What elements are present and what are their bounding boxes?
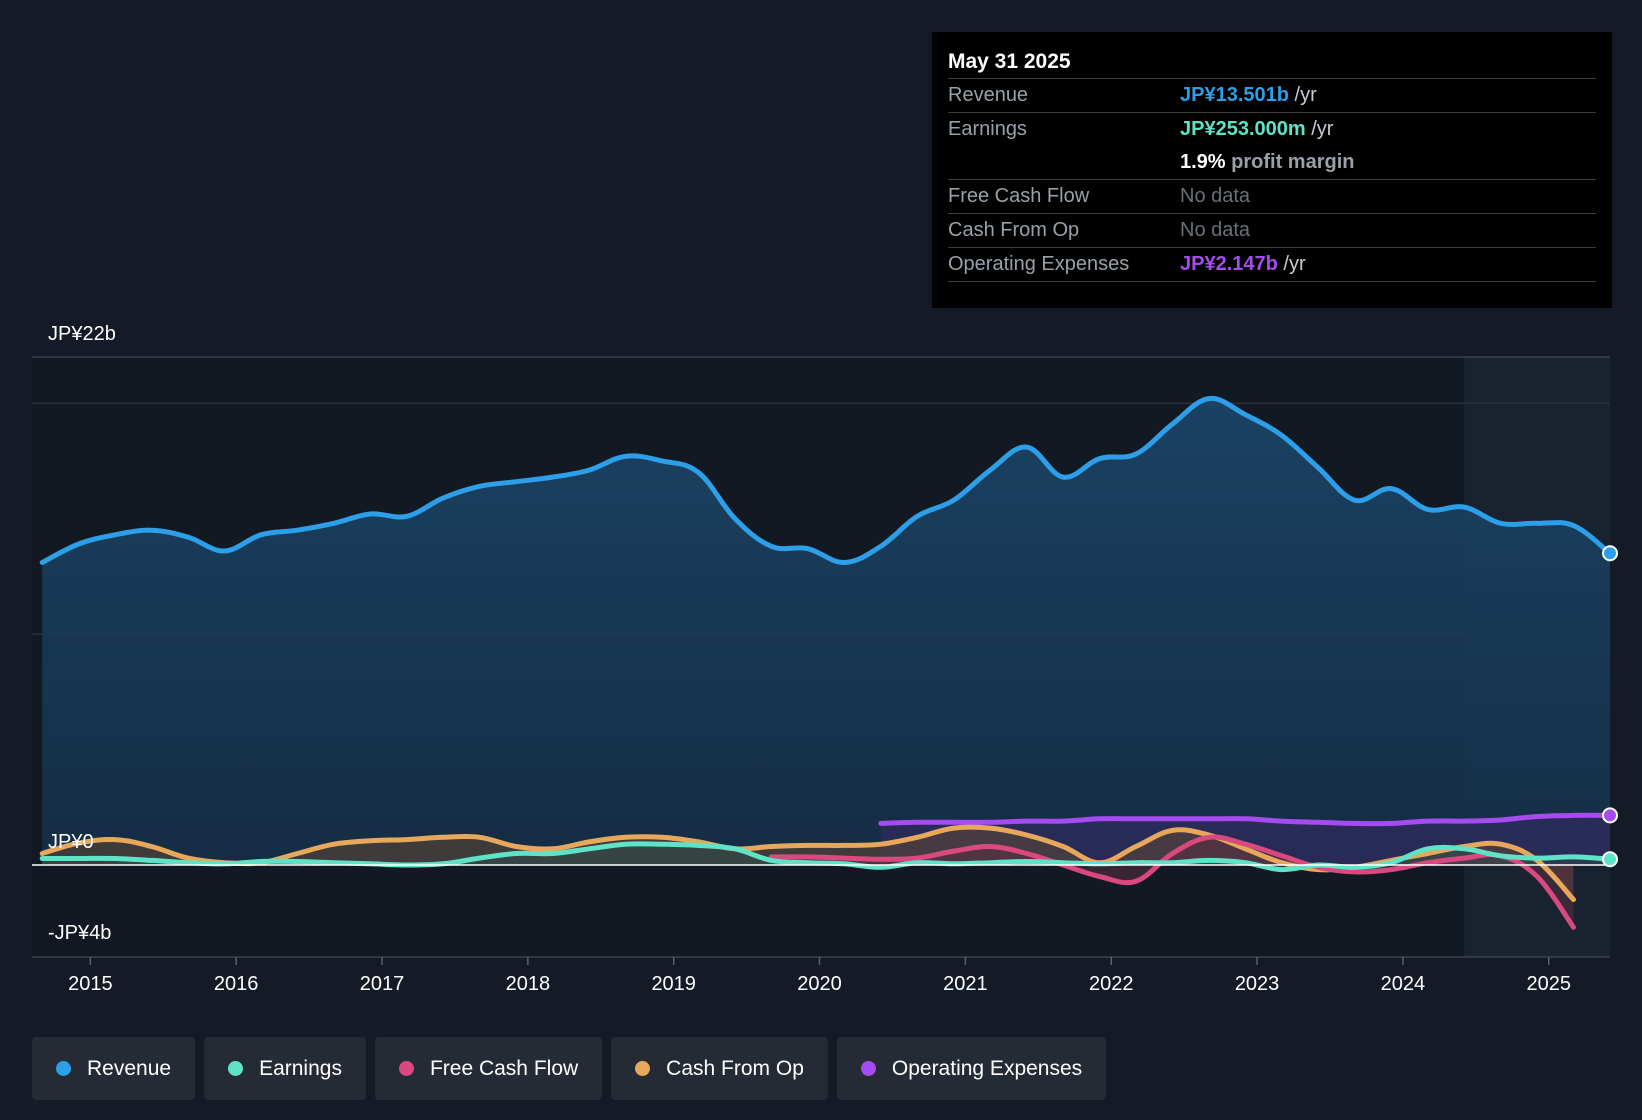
tooltip-value-revenue: JP¥13.501b /yr: [1180, 79, 1596, 112]
fcf-value: No data: [1180, 185, 1251, 207]
earnings-line: [39, 841, 1613, 873]
cfo-value: No data: [1180, 219, 1251, 241]
legend: Revenue Earnings Free Cash Flow Cash Fro…: [32, 1037, 1107, 1100]
revenue-dot-icon: [56, 1061, 71, 1076]
tooltip-row-fcf: Free Cash Flow No data: [948, 180, 1596, 214]
earnings-area: [42, 843, 1611, 870]
fcf-line: [768, 834, 1576, 930]
revenue-unit: /yr: [1294, 84, 1317, 106]
y-bottom-label: -JP¥4b: [48, 922, 111, 944]
margin-unit: profit margin: [1231, 151, 1355, 173]
x-tick-label-2016: 2016: [214, 973, 259, 995]
margin-value: 1.9%: [1180, 151, 1226, 173]
tooltip-row-cfo: Cash From Op No data: [948, 214, 1596, 248]
tooltip-label-earnings: Earnings: [948, 118, 1027, 140]
tooltip-row-margin: 1.9% profit margin: [948, 146, 1596, 180]
legend-item-revenue[interactable]: Revenue: [32, 1037, 196, 1100]
revenue-endpoint: [1602, 545, 1618, 562]
fcf-dot-icon: [398, 1061, 414, 1076]
x-tick-label-2015: 2015: [68, 973, 113, 995]
x-tick-label-2018: 2018: [506, 973, 551, 995]
series-endpoints: [1602, 545, 1618, 868]
opex-endpoint: [1602, 807, 1618, 824]
fcf-area: [771, 836, 1574, 928]
x-tick-label-2024: 2024: [1381, 973, 1426, 995]
opex-value: JP¥2.147b: [1180, 253, 1278, 275]
opex-line: [878, 812, 1613, 827]
legend-label-fcf: Free Cash Flow: [429, 1056, 579, 1080]
y-top-label: JP¥22b: [48, 323, 116, 345]
tooltip-value-fcf: No data: [1180, 180, 1596, 213]
revenue-area: [42, 398, 1611, 865]
earnings-unit: /yr: [1311, 118, 1334, 140]
x-tick-label-2017: 2017: [360, 973, 405, 995]
tooltip-value-opex: JP¥2.147b /yr: [1180, 248, 1596, 281]
x-tick-label-2021: 2021: [943, 973, 988, 995]
x-tick-label-2019: 2019: [651, 973, 696, 995]
y-zero-label: JP¥0: [48, 831, 94, 853]
legend-item-earnings[interactable]: Earnings: [204, 1037, 366, 1100]
revenue-line: [39, 396, 1613, 566]
legend-label-earnings: Earnings: [259, 1056, 342, 1080]
legend-item-opex[interactable]: Operating Expenses: [836, 1037, 1107, 1100]
cfo-dot-icon: [635, 1061, 651, 1076]
tooltip-label-fcf: Free Cash Flow: [948, 185, 1090, 207]
tooltip-label-opex: Operating Expenses: [948, 253, 1130, 275]
opex-unit: /yr: [1283, 253, 1306, 275]
legend-item-fcf[interactable]: Free Cash Flow: [374, 1037, 603, 1100]
tooltip-value-cfo: No data: [1180, 214, 1596, 247]
legend-item-cfo[interactable]: Cash From Op: [611, 1037, 828, 1100]
earnings-dot-icon: [228, 1061, 244, 1076]
revenue-value: JP¥13.501b: [1180, 84, 1289, 106]
opex-dot-icon: [860, 1061, 876, 1076]
tooltip-row-revenue: Revenue JP¥13.501b /yr: [948, 79, 1596, 113]
tooltip-panel: May 31 2025 Revenue JP¥13.501b /yr Earni…: [932, 32, 1612, 308]
tooltip-label-revenue: Revenue: [948, 84, 1029, 106]
earnings-value: JP¥253.000m: [1180, 118, 1306, 140]
legend-label-opex: Operating Expenses: [891, 1056, 1083, 1080]
x-tick-label-2023: 2023: [1235, 973, 1280, 995]
legend-label-cfo: Cash From Op: [666, 1056, 804, 1080]
tooltip-label-cfo: Cash From Op: [948, 219, 1080, 241]
tooltip-date: May 31 2025: [948, 46, 1596, 79]
tooltip-value-margin: 1.9% profit margin: [1180, 146, 1596, 179]
tooltip-value-earnings: JP¥253.000m /yr: [1180, 113, 1596, 146]
tooltip-row-earnings: Earnings JP¥253.000m /yr: [948, 113, 1596, 146]
series-lines: [32, 396, 1613, 930]
earnings-endpoint: [1602, 851, 1618, 868]
legend-label-revenue: Revenue: [87, 1056, 172, 1080]
x-tick-label-2022: 2022: [1089, 973, 1134, 995]
x-tick-label-2025: 2025: [1526, 973, 1571, 995]
x-tick-label-2020: 2020: [797, 973, 842, 995]
tooltip-label-margin-spacer: [948, 146, 1180, 179]
x-axis-ticks: 2015 2016 2017 2018 2019 2020 2021 2022 2023 2024…: [68, 957, 1571, 995]
tooltip-row-opex: Operating Expenses JP¥2.147b /yr: [948, 248, 1596, 282]
